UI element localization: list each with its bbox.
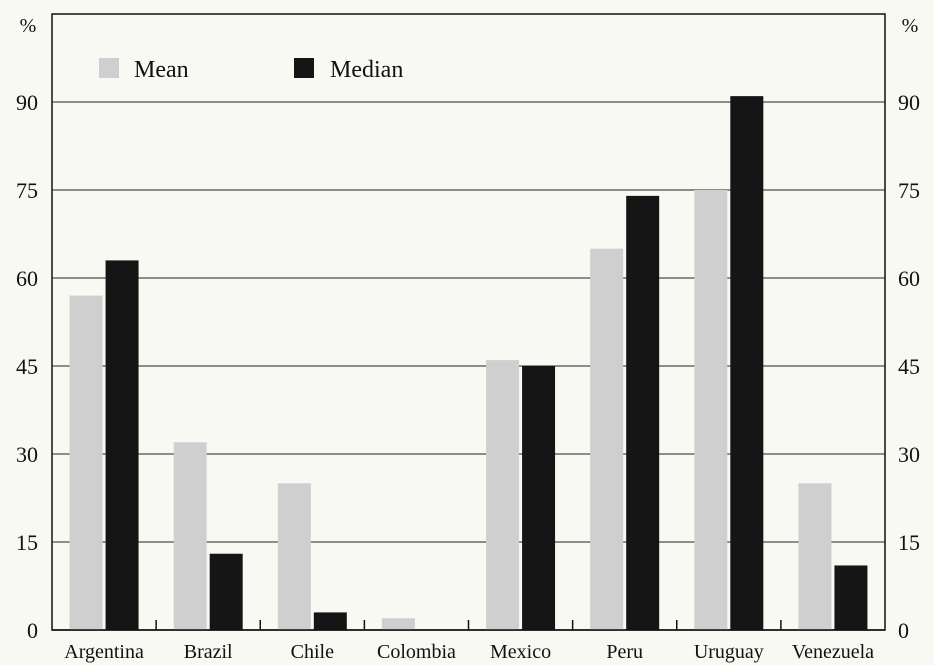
x-category-label: Mexico xyxy=(490,641,551,663)
bar-median-argentina xyxy=(105,260,139,630)
bar-median-uruguay xyxy=(730,96,764,631)
bar-mean-venezuela xyxy=(798,483,832,630)
y-tick-label-right: 45 xyxy=(898,354,920,379)
legend: Mean Median xyxy=(99,57,403,83)
y-tick-label-right: 0 xyxy=(898,618,909,643)
y-tick-label-left: 15 xyxy=(16,530,38,555)
y-tick-label-left: 90 xyxy=(16,90,38,115)
axes xyxy=(52,620,885,631)
bar-median-venezuela xyxy=(834,565,868,630)
y-tick-label-left: 0 xyxy=(27,618,38,643)
legend-swatch-median xyxy=(294,58,314,78)
bar-median-brazil xyxy=(209,553,243,630)
y-tick-label-left: 75 xyxy=(16,178,38,203)
bar-mean-brazil xyxy=(173,442,207,630)
bar-mean-argentina xyxy=(69,295,103,630)
bar-mean-chile xyxy=(277,483,311,630)
x-category-label: Uruguay xyxy=(694,641,764,663)
y-tick-label-left: 60 xyxy=(16,266,38,291)
legend-label-mean: Mean xyxy=(134,57,189,83)
legend-label-median: Median xyxy=(330,57,403,83)
y-tick-label-right: 90 xyxy=(898,90,920,115)
bar-mean-uruguay xyxy=(694,190,728,630)
x-category-label: Colombia xyxy=(377,641,456,663)
y-tick-label-right: 30 xyxy=(898,442,920,467)
y-tick-label-left: 45 xyxy=(16,354,38,379)
y-unit-left: % xyxy=(20,15,37,37)
bar-median-mexico xyxy=(522,366,556,630)
y-tick-label-right: 75 xyxy=(898,178,920,203)
y-tick-label-left: 30 xyxy=(16,442,38,467)
y-unit-right: % xyxy=(902,15,919,37)
bar-median-chile xyxy=(313,612,347,630)
x-category-label: Peru xyxy=(606,641,643,663)
legend-swatch-mean xyxy=(99,58,119,78)
x-category-label: Venezuela xyxy=(792,641,874,663)
x-category-label: Argentina xyxy=(64,641,144,663)
y-tick-label-right: 15 xyxy=(898,530,920,555)
bar-median-peru xyxy=(626,195,660,630)
bar-mean-peru xyxy=(590,248,624,630)
x-category-label: Brazil xyxy=(184,641,233,663)
y-tick-label-right: 60 xyxy=(898,266,920,291)
bar-mean-mexico xyxy=(486,360,520,630)
labels: 0 0 15 15 30 30 45 45 60 60 75 75 90 90 Argentina Brazi… xyxy=(16,90,920,663)
x-category-label: Chile xyxy=(291,641,334,663)
bars xyxy=(69,96,868,631)
bar-mean-colombia xyxy=(381,618,415,630)
